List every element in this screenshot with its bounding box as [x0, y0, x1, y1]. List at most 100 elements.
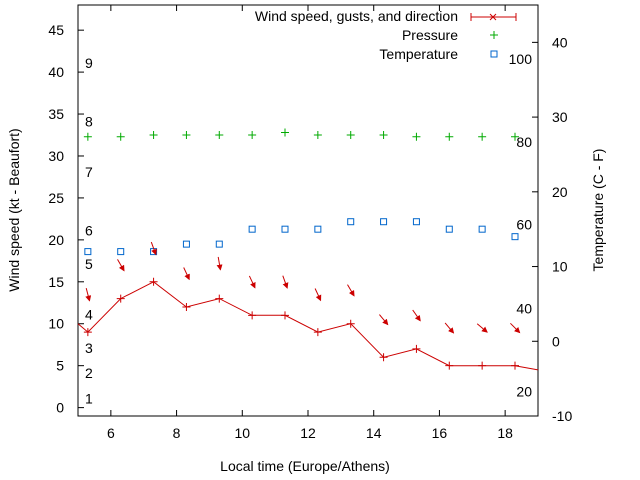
wind-point [149, 277, 158, 286]
wind-direction-arrow [412, 309, 421, 322]
fahrenheit-label: 20 [516, 383, 532, 399]
wind-direction-arrow [476, 323, 488, 333]
wind-point [281, 311, 289, 320]
legend: Wind speed, gusts, and direction Pressur… [255, 8, 517, 62]
x-tick-label: 6 [107, 425, 115, 441]
pressure-point [445, 132, 454, 141]
wind-point [379, 353, 388, 362]
wind-direction-arrow [150, 241, 157, 256]
plot-area [77, 4, 539, 417]
fahrenheit-scale: 20 40 60 80 100 [509, 51, 533, 400]
y-right-tick-label: 20 [552, 184, 568, 200]
wind-direction-arrow [444, 322, 455, 334]
y-right-tick-label: 0 [552, 333, 560, 349]
beaufort-label: 3 [85, 340, 93, 356]
fahrenheit-label: 60 [516, 217, 532, 233]
wind-direction-arrow [248, 275, 256, 289]
beaufort-label: 4 [85, 307, 93, 323]
wind-point [182, 302, 191, 311]
legend-temperature-label: Temperature [379, 46, 458, 62]
fahrenheit-label: 80 [516, 134, 532, 150]
x-axis-label: Local time (Europe/Athens) [220, 458, 390, 474]
y-right-tick-label: 10 [552, 259, 568, 275]
wind-direction-arrow [85, 287, 92, 302]
x-tick-label: 16 [432, 425, 448, 441]
y-left-tick-label: 25 [48, 190, 64, 206]
wind-point [346, 319, 355, 328]
wind-point [511, 361, 519, 370]
pressure-point [116, 132, 125, 141]
pressure-point [478, 132, 487, 141]
y-right-tick-label: -10 [552, 408, 572, 424]
wind-point [412, 344, 421, 353]
beaufort-label: 6 [85, 223, 93, 239]
x-tick-label: 10 [234, 425, 250, 441]
wind-direction-arrow [282, 275, 289, 289]
pressure-point [281, 128, 289, 137]
pressure-point [182, 131, 191, 140]
fahrenheit-label: 40 [516, 300, 532, 316]
axis-ticks: 6 8 10 12 14 16 18051015202530354045-100102030… [48, 5, 572, 441]
wind-direction-arrow [347, 284, 355, 297]
wind-direction-arrow [117, 259, 125, 272]
pressure-point [379, 131, 388, 140]
wind-direction-arrow [183, 267, 190, 281]
y-left-tick-label: 35 [48, 106, 64, 122]
beaufort-label: 7 [85, 164, 93, 180]
y-left-tick-label: 10 [48, 316, 64, 332]
temperature-point [412, 218, 420, 226]
temperature-point [314, 225, 322, 233]
wind-direction-arrow [379, 314, 389, 326]
wind-direction-arrow [314, 288, 322, 302]
beaufort-label: 9 [85, 55, 93, 71]
temperature-point [511, 233, 519, 241]
legend-wind-swatch [470, 13, 517, 21]
series-group [77, 128, 539, 371]
temperature-point [281, 225, 289, 233]
temperature-point [182, 240, 190, 248]
pressure-point [83, 132, 92, 141]
beaufort-label: 1 [85, 390, 93, 406]
wind-direction-arrow [216, 256, 223, 271]
y-left-tick-label: 0 [56, 400, 64, 416]
wind-speed-line [77, 281, 539, 371]
fahrenheit-label: 100 [509, 51, 533, 67]
y-left-tick-label: 15 [48, 274, 64, 290]
y-right-tick-label: 30 [552, 109, 568, 125]
beaufort-label: 5 [85, 256, 93, 272]
y-left-tick-label: 30 [48, 148, 64, 164]
wind-point [313, 328, 322, 337]
temperature-point [84, 248, 92, 256]
pressure-point [346, 131, 355, 140]
y-left-tick-label: 45 [48, 22, 64, 38]
x-tick-label: 8 [173, 425, 181, 441]
pressure-point [215, 131, 224, 140]
temperature-point [215, 240, 223, 248]
y-axis-left-label: Wind speed (kt - Beaufort) [6, 128, 22, 291]
x-tick-label: 12 [300, 425, 316, 441]
pressure-point [313, 131, 322, 140]
wind-point [478, 361, 487, 370]
x-tick-label: 18 [497, 425, 513, 441]
temperature-point [347, 218, 355, 226]
temperature-point [248, 225, 256, 233]
temperature-point [478, 225, 486, 233]
pressure-point [248, 131, 257, 140]
pressure-point [412, 132, 421, 141]
temperature-point [380, 218, 388, 226]
pressure-point [511, 132, 519, 141]
wind-point [83, 328, 92, 337]
beaufort-label: 2 [85, 365, 93, 381]
wind-direction-arrow [510, 322, 521, 334]
legend-pressure-swatch [490, 31, 498, 39]
y-left-tick-label: 20 [48, 232, 64, 248]
temperature-point [117, 248, 125, 256]
pressure-point [149, 131, 158, 140]
wind-point [248, 311, 257, 320]
y-axis-right-label: Temperature (C - F) [590, 149, 606, 272]
wind-point [215, 294, 224, 303]
y-left-tick-label: 5 [56, 358, 64, 374]
legend-wind-label: Wind speed, gusts, and direction [255, 8, 458, 24]
y-left-tick-label: 40 [48, 64, 64, 80]
